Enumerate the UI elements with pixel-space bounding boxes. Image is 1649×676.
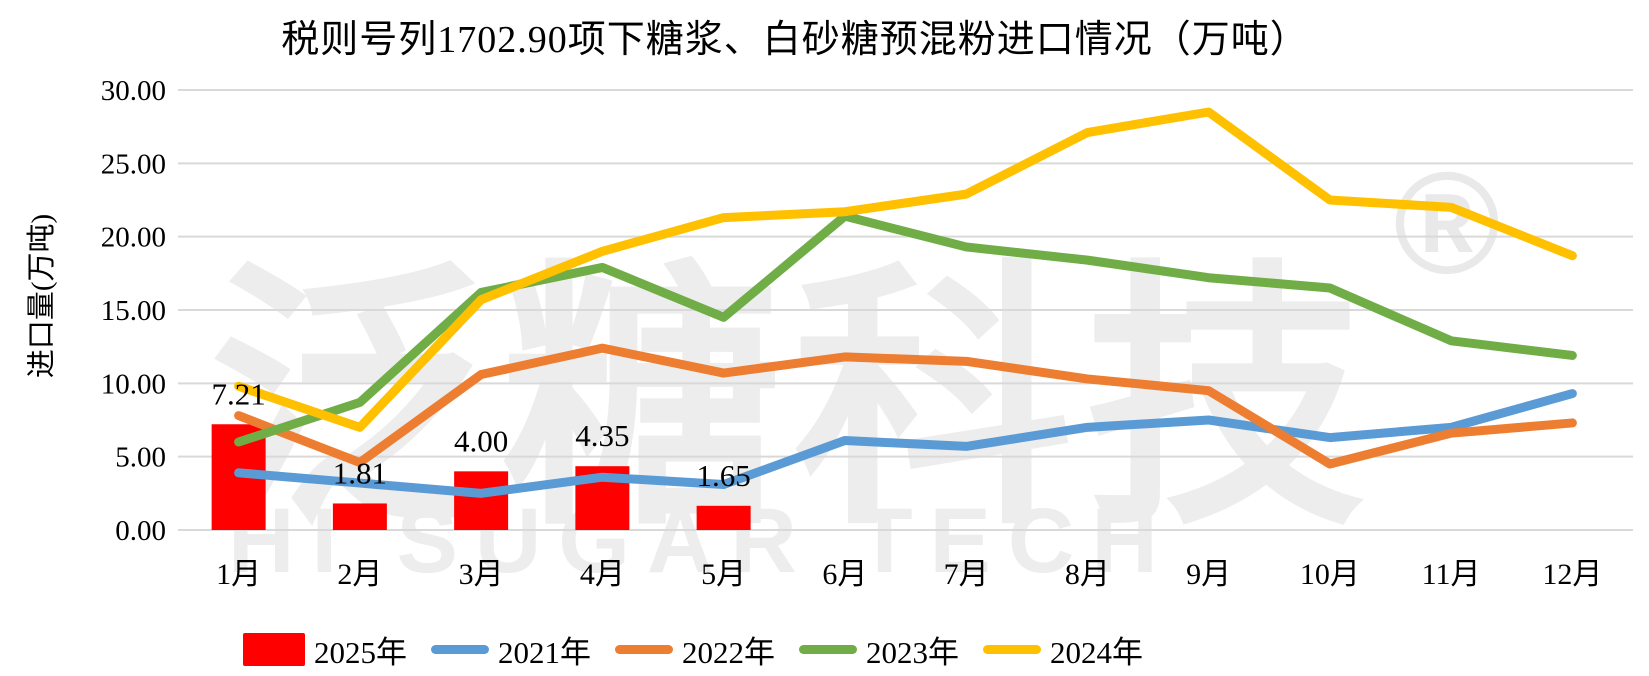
y-axis-title: 进口量(万吨) — [26, 213, 58, 379]
legend-swatch-2024-line — [983, 645, 1041, 654]
y-tick-label-15.00: 15.00 — [101, 295, 166, 327]
x-tick-label-1月: 1月 — [216, 558, 261, 591]
y-tick-label-20.00: 20.00 — [101, 222, 166, 254]
bar-data-label-5月: 1.65 — [697, 458, 751, 493]
legend-item-2025: 2025年 — [243, 627, 407, 672]
y-tick-label-30.00: 30.00 — [101, 75, 166, 107]
x-tick-label-10月: 10月 — [1300, 558, 1360, 591]
y-tick-label-10.00: 10.00 — [101, 368, 166, 400]
line-2024年 — [234, 107, 1577, 432]
axis-tick-labels: 0.00 5.00 10.00 15.00 20.00 25.00 30.00 1月 2月 3月 4… — [101, 75, 1603, 591]
legend-item-2021: 2021年 — [431, 627, 591, 672]
bar-2025年-5月 — [696, 505, 751, 530]
bar-data-labels: 7.21 1.81 4.00 4.35 1.65 — [212, 376, 751, 493]
watermark-cjk-text: 泛糖科技 — [209, 245, 1377, 557]
bar-2025年-3月 — [454, 471, 509, 530]
legend-label-2021: 2021年 — [498, 635, 591, 670]
legend-label-2022: 2022年 — [682, 635, 775, 670]
x-tick-label-11月: 11月 — [1422, 558, 1481, 591]
bar-data-label-4月: 4.35 — [575, 418, 629, 453]
bar-data-label-2月: 1.81 — [333, 455, 387, 490]
legend-swatch-2021-line — [431, 645, 489, 654]
chart-title: 税则号列1702.90项下糖浆、白砂糖预混粉进口情况（万吨） — [281, 19, 1309, 61]
legend-label-2024: 2024年 — [1050, 635, 1143, 670]
x-tick-label-2月: 2月 — [337, 558, 382, 591]
legend: 2025年 2021年 2022年 2023年 2024年 — [243, 627, 1167, 672]
bar-data-label-3月: 4.00 — [454, 423, 508, 458]
x-tick-label-4月: 4月 — [580, 558, 625, 591]
x-tick-label-12月: 12月 — [1542, 558, 1602, 591]
x-tick-label-8月: 8月 — [1065, 558, 1110, 591]
legend-swatch-2023-line — [799, 645, 857, 654]
y-tick-label-0.00: 0.00 — [115, 515, 166, 547]
x-tick-label-6月: 6月 — [822, 558, 867, 591]
legend-item-2024: 2024年 — [983, 627, 1143, 672]
legend-swatch-2022-line — [615, 645, 673, 654]
bar-data-label-1月: 7.21 — [212, 376, 266, 411]
y-tick-label-25.00: 25.00 — [101, 148, 166, 180]
watermark-layer: 泛糖科技 ® HI SUGAR TECH — [209, 142, 1500, 592]
bar-2025年-2月 — [332, 503, 387, 530]
legend-label-2025: 2025年 — [314, 635, 407, 670]
line-2021年 — [234, 389, 1577, 498]
legend-label-2023: 2023年 — [866, 635, 959, 670]
line-2023年 — [234, 211, 1577, 447]
x-tick-label-3月: 3月 — [459, 558, 504, 591]
legend-item-2022: 2022年 — [615, 627, 775, 672]
line-2022年 — [234, 343, 1577, 469]
x-tick-label-5月: 5月 — [701, 558, 746, 591]
legend-item-2023: 2023年 — [799, 627, 959, 672]
legend-swatch-2025-bar — [243, 633, 305, 666]
y-tick-label-5.00: 5.00 — [115, 442, 166, 474]
x-tick-label-9月: 9月 — [1186, 558, 1231, 591]
x-tick-label-7月: 7月 — [944, 558, 989, 591]
line-series-group — [234, 107, 1577, 498]
